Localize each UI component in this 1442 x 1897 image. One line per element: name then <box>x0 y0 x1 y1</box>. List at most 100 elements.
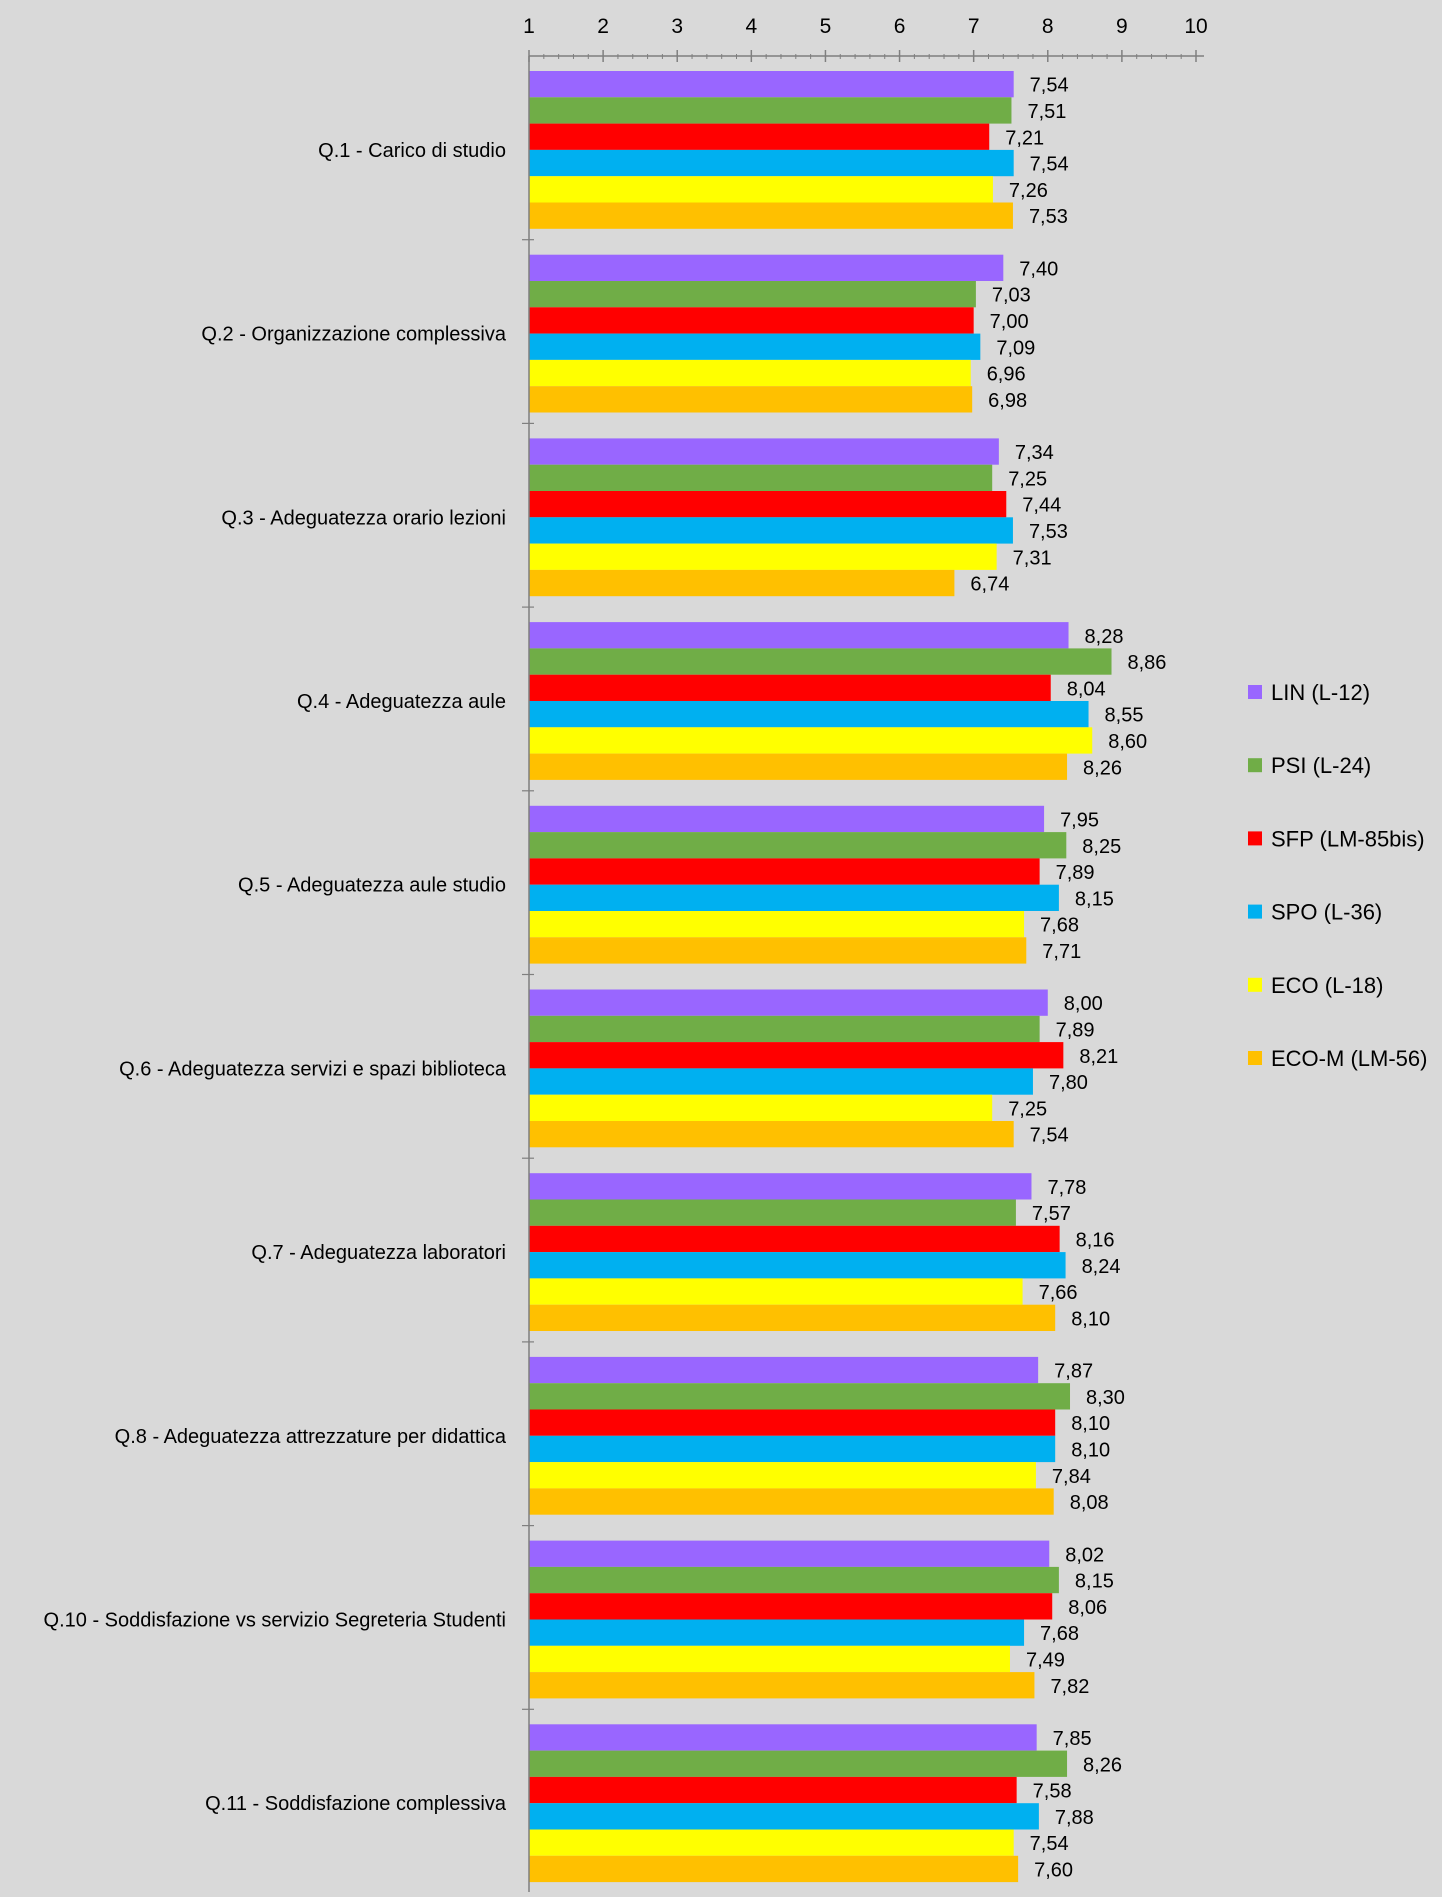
category-label: Q.10 - Soddisfazione vs servizio Segrete… <box>44 1610 506 1632</box>
category-group: 7,34 7,25 7,44 7,53 7,316,74 Q.3 - Adeguatezz… <box>221 438 1068 597</box>
bar <box>529 937 1027 964</box>
data-label: 7,89 <box>1056 862 1095 884</box>
bar <box>529 1278 1023 1305</box>
bar <box>529 1409 1056 1436</box>
category-group: 7,78 7,578,16 8,247,66 8,10 Q.7 - Adeguatezz… <box>251 1173 1121 1331</box>
bar <box>529 832 1067 859</box>
data-label: 7,26 <box>1009 180 1048 202</box>
bar <box>529 911 1025 938</box>
bar <box>529 307 974 334</box>
category-groups: 7,54 7,51 7,21 7,54 7,26 7,53 Q.1 - Carico di … <box>44 71 1167 1883</box>
data-label: 8,10 <box>1071 1308 1110 1330</box>
category-label: Q.3 - Adeguatezza orario lezioni <box>221 507 506 529</box>
category-label: Q.11 - Soddisfazione complessiva <box>205 1793 507 1815</box>
bar <box>529 386 973 413</box>
bar <box>529 97 1012 124</box>
data-label: 7,21 <box>1005 127 1044 149</box>
bar <box>529 1803 1039 1830</box>
bar <box>529 1593 1053 1620</box>
bar <box>529 1724 1037 1751</box>
data-label: 7,31 <box>1013 547 1052 569</box>
data-label: 6,74 <box>970 574 1009 596</box>
bar <box>529 569 955 597</box>
data-label: 8,26 <box>1083 1754 1122 1776</box>
x-tick-label: 10 <box>1184 15 1207 38</box>
category-label: Q.2 - Organizzazione complessiva <box>201 324 506 346</box>
data-label: 7,51 <box>1027 101 1066 123</box>
data-label: 7,09 <box>996 337 1035 359</box>
bar <box>529 1435 1056 1463</box>
data-label: 7,60 <box>1034 1859 1073 1881</box>
data-label: 8,08 <box>1070 1492 1109 1514</box>
bar <box>529 1199 1016 1226</box>
x-tick-label: 7 <box>968 15 980 38</box>
data-label: 8,10 <box>1071 1413 1110 1435</box>
bar <box>529 543 997 570</box>
legend-label: ECO (L-18) <box>1271 973 1383 998</box>
data-label: 8,15 <box>1075 1571 1114 1593</box>
legend-item: ECO-M (LM-56) <box>1248 1046 1427 1071</box>
data-label: 7,82 <box>1050 1676 1089 1698</box>
data-label: 7,88 <box>1055 1807 1094 1829</box>
legend-swatch <box>1248 1051 1262 1065</box>
data-label: 7,84 <box>1052 1466 1091 1488</box>
bar <box>529 1252 1066 1279</box>
bar <box>529 333 981 360</box>
bar <box>529 1672 1035 1699</box>
bar <box>529 1829 1014 1856</box>
data-label: 7,54 <box>1030 1125 1069 1147</box>
legend-label: PSI (L-24) <box>1271 753 1371 778</box>
data-label: 7,03 <box>992 285 1031 307</box>
data-label: 8,60 <box>1108 731 1147 753</box>
bar <box>529 1015 1040 1043</box>
data-label: 7,34 <box>1015 442 1054 464</box>
data-label: 7,54 <box>1030 1833 1069 1855</box>
x-tick-label: 9 <box>1116 15 1128 38</box>
bar <box>529 1645 1010 1673</box>
bar <box>529 1356 1039 1384</box>
data-label: 8,28 <box>1085 626 1124 648</box>
bar <box>529 884 1059 911</box>
x-tick-label: 2 <box>597 15 609 38</box>
legend-label: SPO (L-36) <box>1271 900 1382 925</box>
data-label: 7,54 <box>1030 75 1069 97</box>
x-tick-label: 6 <box>894 15 906 38</box>
legend-swatch <box>1248 977 1262 992</box>
data-label: 7,54 <box>1030 154 1069 176</box>
legend-item: ECO (L-18) <box>1248 973 1383 998</box>
data-label: 8,26 <box>1083 757 1122 779</box>
category-label: Q.4 - Adeguatezza aule <box>297 691 506 713</box>
bar <box>529 491 1007 518</box>
data-label: 7,80 <box>1049 1072 1088 1094</box>
data-label: 7,66 <box>1039 1282 1078 1304</box>
data-label: 7,95 <box>1060 809 1099 831</box>
data-label: 7,40 <box>1019 258 1058 280</box>
data-label: 8,04 <box>1067 678 1106 700</box>
data-label: 7,00 <box>990 311 1029 333</box>
legend-label: SFP (LM-85bis) <box>1271 826 1425 851</box>
legend-swatch <box>1248 758 1262 773</box>
data-label: 7,68 <box>1040 915 1079 937</box>
data-label: 7,25 <box>1008 468 1047 490</box>
legend-label: LIN (L-12) <box>1271 680 1370 705</box>
category-label: Q.8 - Adeguatezza attrezzature per didat… <box>115 1426 507 1448</box>
bar <box>529 858 1040 885</box>
data-label: 8,86 <box>1128 652 1167 674</box>
data-label: 8,55 <box>1105 705 1144 727</box>
category-group: 7,87 8,30 8,10 8,10 7,84 8,08 Q.8 - Adeguatezz… <box>115 1356 1125 1515</box>
data-label: 8,30 <box>1086 1387 1125 1409</box>
bar <box>529 1855 1019 1883</box>
x-axis: 1 2 3 4 5 6 7 8 9 10 <box>523 15 1208 62</box>
y-axis <box>522 56 534 1897</box>
legend-label: ECO-M (LM-56) <box>1271 1046 1427 1071</box>
bar <box>529 149 1014 177</box>
data-label: 7,58 <box>1033 1781 1072 1803</box>
data-label: 7,87 <box>1054 1361 1093 1383</box>
data-label: 8,00 <box>1064 993 1103 1015</box>
bar <box>529 254 1004 281</box>
data-label: 8,06 <box>1068 1597 1107 1619</box>
legend-item: PSI (L-24) <box>1248 753 1371 778</box>
data-label: 8,15 <box>1075 888 1114 910</box>
